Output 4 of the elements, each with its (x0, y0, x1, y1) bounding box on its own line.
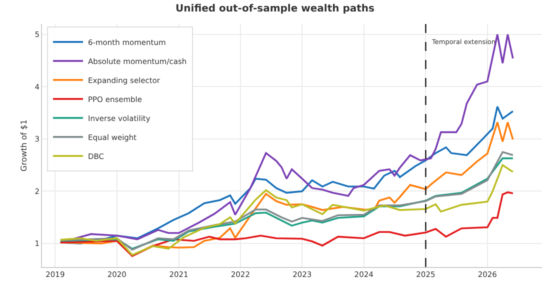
line-series (60, 191, 514, 257)
chart-title: Unified out-of-sample wealth paths (176, 3, 375, 14)
y-axis-title: Growth of $1 (19, 120, 28, 172)
line-series (60, 34, 514, 244)
